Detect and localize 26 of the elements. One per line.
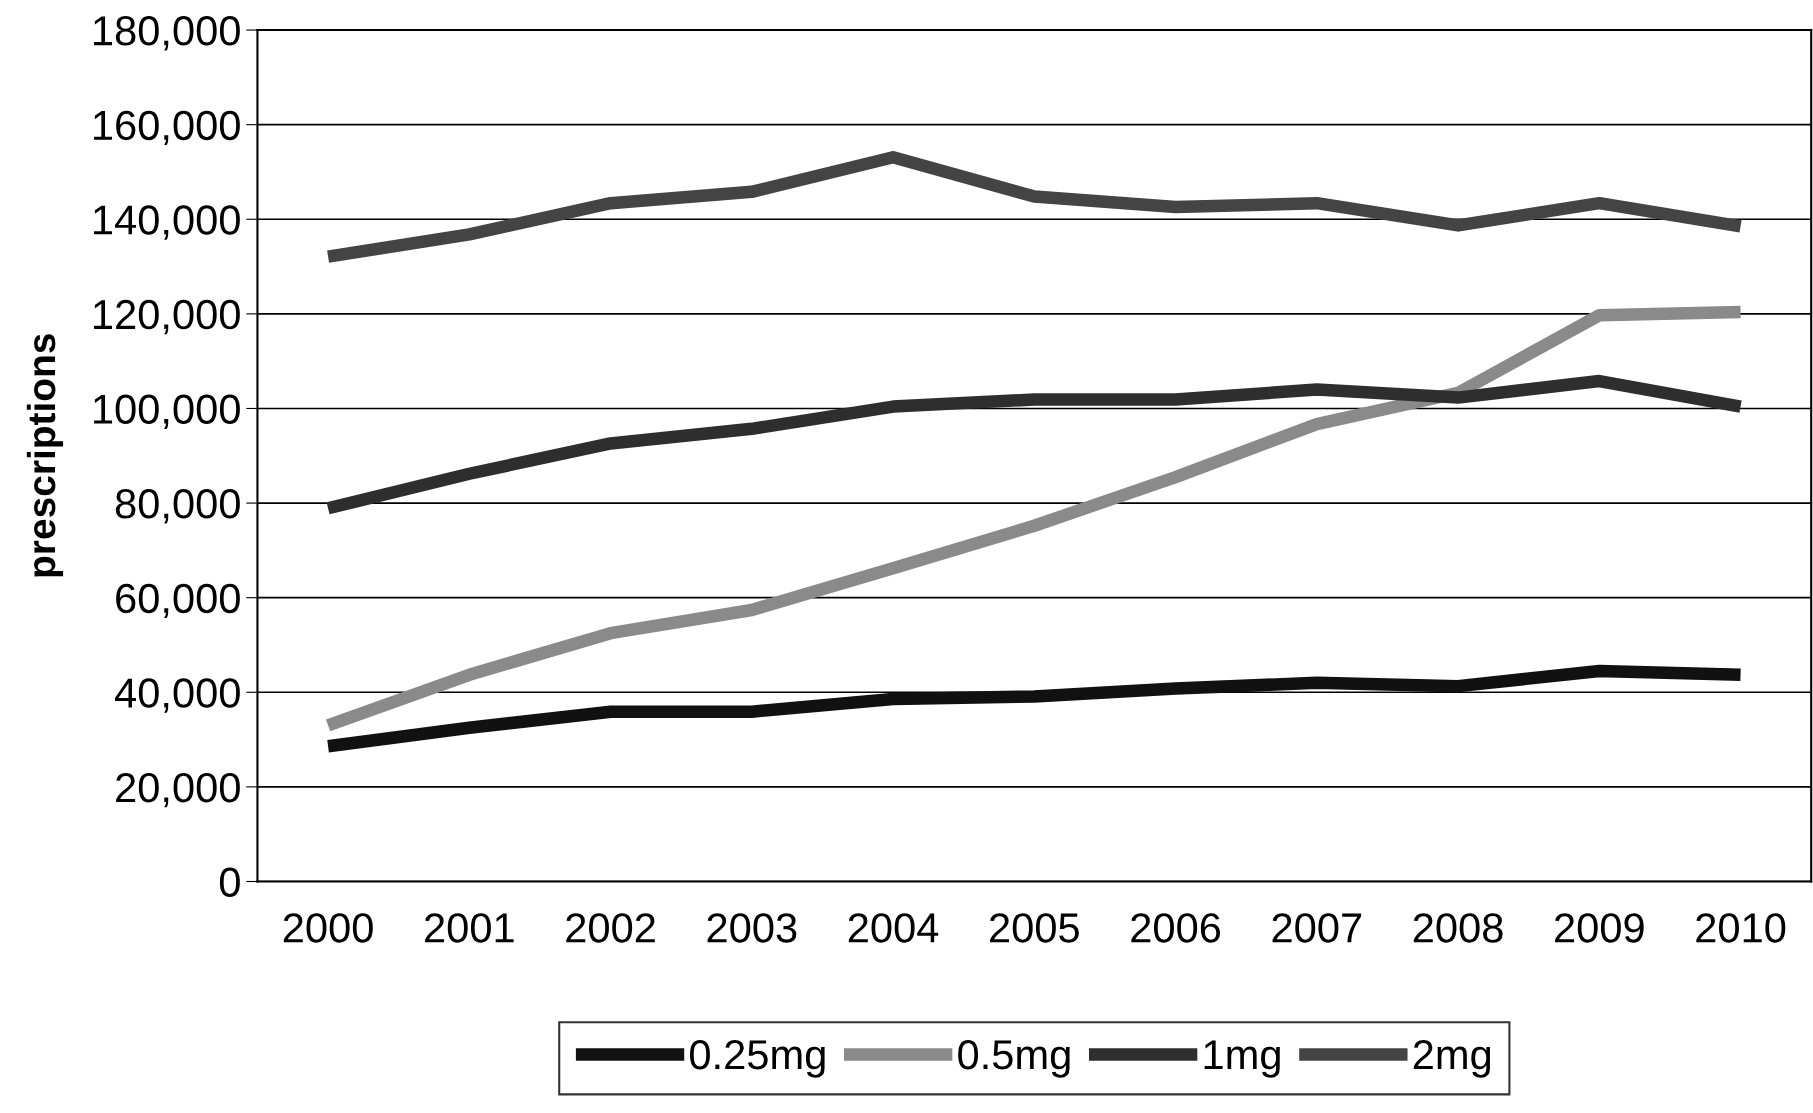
y-tick-label: 20,000 xyxy=(116,772,240,808)
y-tick-label: 120,000 xyxy=(94,299,240,335)
y-tick-label: 40,000 xyxy=(115,678,240,713)
y-tick-label: 180,000 xyxy=(94,16,240,51)
legend-label: 0.25mg xyxy=(690,1039,825,1078)
x-tick-label: 2001 xyxy=(425,913,514,943)
y-tick-label: 60,000 xyxy=(116,583,240,619)
x-tick-label: 2006 xyxy=(1131,913,1221,943)
x-tick-label: 2000 xyxy=(283,913,373,943)
legend-label: 0.5mg xyxy=(958,1039,1070,1078)
x-tick-label: 2009 xyxy=(1555,913,1644,943)
y-axis-title: prescriptions xyxy=(26,334,64,577)
x-tick-label: 2004 xyxy=(848,913,939,943)
legend-label: 2mg xyxy=(1413,1039,1491,1078)
x-tick-label: 2007 xyxy=(1272,913,1362,943)
legend-label: 1mg xyxy=(1204,1040,1280,1078)
x-tick-label: 2010 xyxy=(1696,913,1786,943)
y-tick-label: 0 xyxy=(219,867,240,897)
y-tick-label: 160,000 xyxy=(94,110,240,146)
y-tick-label: 140,000 xyxy=(94,205,240,240)
x-tick-label: 2003 xyxy=(707,913,797,943)
y-tick-label: 80,000 xyxy=(115,489,240,524)
y-tick-label: 100,000 xyxy=(94,394,240,429)
x-tick-label: 2005 xyxy=(990,913,1079,943)
x-tick-label: 2002 xyxy=(566,913,655,943)
x-tick-label: 2008 xyxy=(1413,913,1503,943)
